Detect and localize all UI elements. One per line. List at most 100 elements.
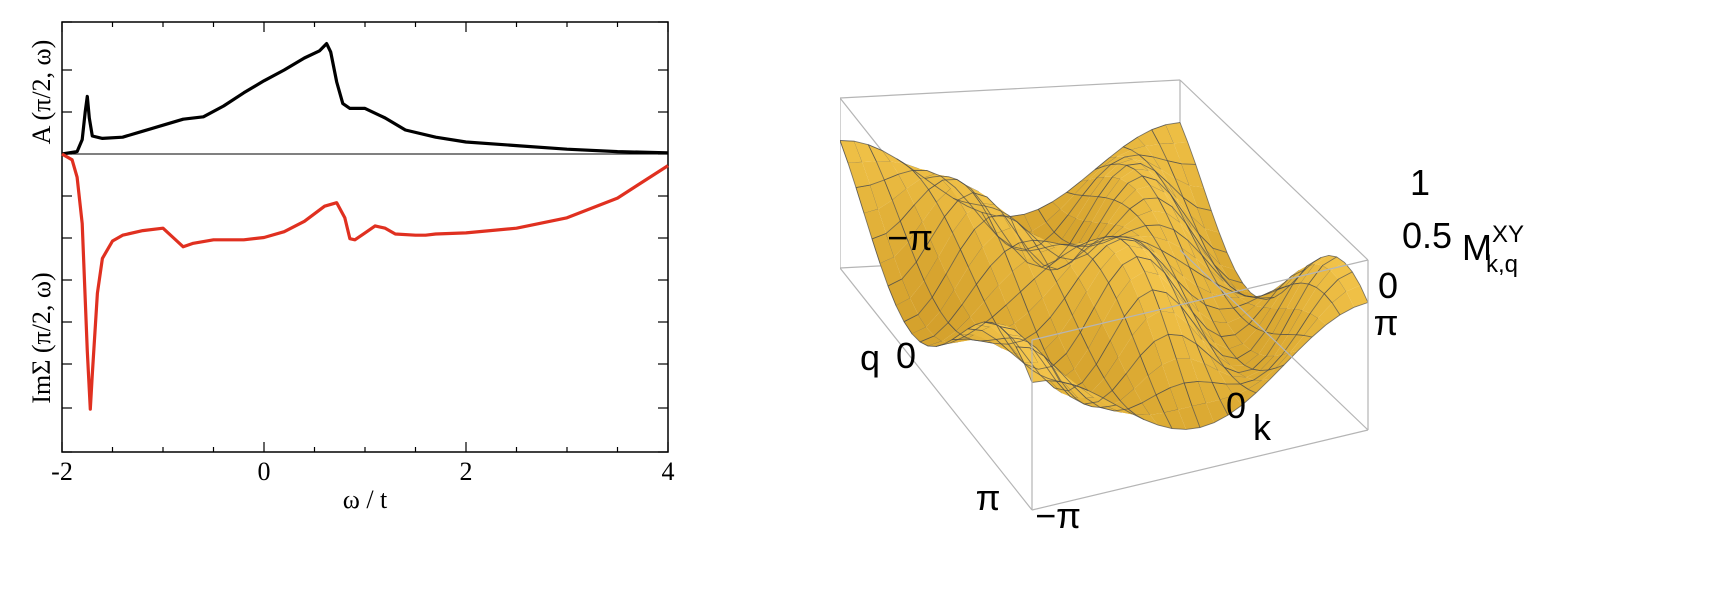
surface-patch [1248, 379, 1270, 393]
surface-patch [1092, 197, 1114, 223]
surface-patch [878, 200, 901, 234]
surface-patch [1140, 163, 1163, 182]
box-edge [1179, 249, 1369, 431]
surface-patch [1162, 358, 1185, 388]
surface-patch [1142, 248, 1165, 273]
surface-patch [1056, 265, 1079, 299]
surface-patch [1255, 289, 1278, 308]
surface-patch [1102, 298, 1125, 341]
surface-patch [1082, 364, 1105, 394]
surface-patch [898, 170, 921, 189]
mesh-line-q [1009, 216, 1201, 428]
surface-patch [1002, 215, 1025, 230]
surface-patch [1183, 276, 1206, 305]
surface-patch [1134, 240, 1157, 261]
surface-patch [1186, 307, 1209, 343]
mesh-line-q [981, 212, 1173, 429]
z-axis-label: MXY k,q [1462, 221, 1524, 278]
surface-patch [1153, 236, 1176, 259]
surface-patch [1120, 388, 1143, 409]
surface-patch [1286, 283, 1309, 309]
surface-patch [1164, 192, 1187, 224]
surface-patch [1302, 287, 1325, 314]
surface-patch [976, 322, 998, 327]
surface-patch [1178, 406, 1200, 430]
surface-patch [1066, 332, 1089, 370]
surface-patch [876, 161, 899, 180]
bounding-box-front [840, 79, 1369, 511]
box-edge [1031, 429, 1369, 511]
surface-patch [930, 216, 953, 257]
surface-patch [990, 251, 1013, 286]
x-tick-labels: -2 0 2 4 [51, 457, 674, 486]
surface-patch [1169, 264, 1192, 295]
surface-patch [1181, 163, 1204, 188]
surface-patch [1226, 384, 1249, 396]
x-tick-label: 2 [460, 457, 473, 486]
surface-patch [1175, 178, 1198, 208]
z-tick-label: 1 [1410, 162, 1430, 203]
surface-patch [980, 203, 1003, 218]
mesh-line-q [1066, 191, 1257, 394]
surface-patch [1115, 208, 1138, 227]
surface-patch [1194, 239, 1216, 272]
surface-patch [1198, 381, 1221, 404]
surface-patch [1120, 169, 1143, 183]
surface-patch [1068, 195, 1091, 219]
x-tick-label: -2 [51, 457, 73, 486]
surface-patch [1235, 323, 1257, 344]
surface-patch [1294, 284, 1317, 311]
surface-patch [910, 280, 933, 315]
surface-patch [1236, 289, 1259, 299]
surface-patch [1060, 194, 1083, 215]
surface-patch [956, 317, 979, 337]
surface-patch [1225, 297, 1248, 309]
surface-patch [1230, 365, 1253, 373]
surface-patch [1145, 144, 1168, 161]
surface-patch [966, 203, 989, 230]
surface-patch [1159, 143, 1182, 164]
surface-patch [1077, 221, 1100, 246]
surface-patch [1212, 248, 1235, 270]
left-plot-frame-group [61, 21, 669, 453]
surface-patch [854, 141, 877, 163]
surface-patch [942, 331, 965, 343]
box-edge [1031, 259, 1369, 341]
surface-patch [934, 322, 957, 342]
surface-patch [1247, 293, 1270, 306]
surface-patch [990, 325, 1013, 339]
q-tick-label: 0 [896, 335, 916, 376]
surface-patch [1257, 308, 1279, 332]
surface-patch [1200, 328, 1223, 356]
surface-patch [1042, 281, 1065, 318]
surface-patch [902, 262, 925, 299]
surface-patch [1170, 383, 1193, 410]
surface-patch [1222, 355, 1245, 366]
surface-patch [952, 213, 975, 250]
q-tick-label: π [976, 477, 1001, 518]
surface-patch [1172, 288, 1195, 325]
surface-patch [1128, 245, 1151, 260]
surface-patch [1197, 207, 1220, 233]
surface-patch [1250, 332, 1273, 355]
z-tick-label: 0.5 [1402, 215, 1452, 256]
y-axis-label-bottom: ImΣ (π/2, ω) [27, 272, 56, 403]
surface-patch [1044, 335, 1067, 367]
surface-patch [908, 221, 931, 262]
surface-patch [890, 161, 913, 175]
surface-patch [892, 188, 915, 221]
surface-patch [1122, 256, 1145, 280]
mesh-line-q [924, 175, 1117, 408]
surface-patch [1102, 156, 1125, 167]
surface-patch [1282, 334, 1305, 355]
surface-patch [1314, 255, 1337, 266]
mesh-line-q [840, 140, 1033, 383]
self-energy-line [61, 152, 669, 411]
surface-patch [1332, 291, 1354, 315]
surface-patch [1018, 240, 1041, 261]
mesh-line-q [1123, 146, 1313, 338]
surface-patch [1012, 260, 1035, 292]
surface-patch [1154, 334, 1177, 365]
surface-patch [1084, 196, 1107, 222]
surface-patch [1109, 146, 1132, 158]
